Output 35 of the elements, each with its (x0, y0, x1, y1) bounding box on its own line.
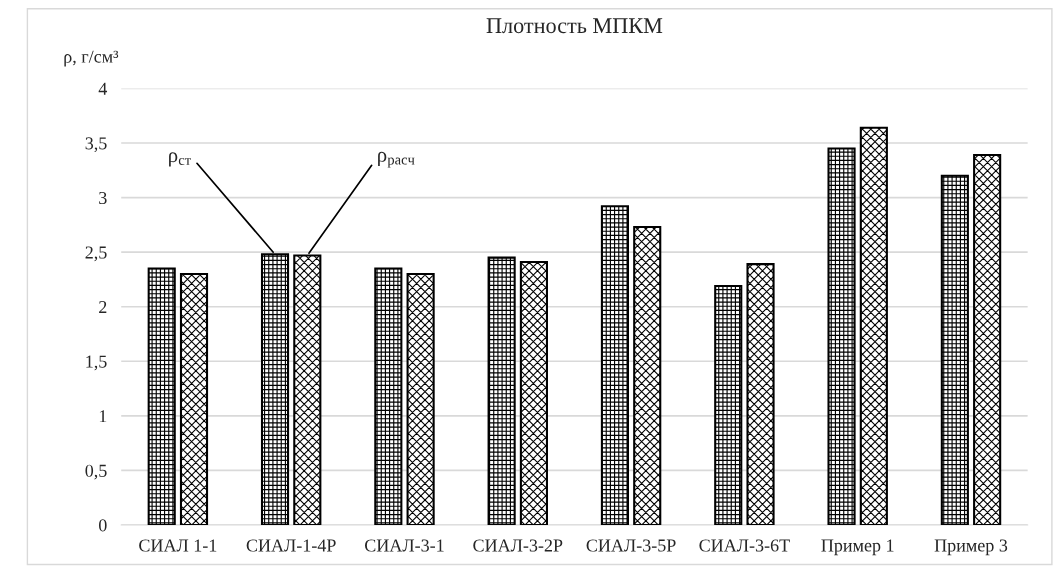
bar (519, 260, 548, 525)
x-tick-label: СИАЛ-1-4Р (246, 539, 336, 552)
bar (487, 256, 516, 525)
y-tick-label: 3,5 (85, 137, 107, 153)
bar (859, 126, 888, 525)
y-tick-label: 2 (99, 301, 107, 313)
bar (940, 174, 969, 525)
chart-title: Плотность МПКМ (486, 18, 663, 34)
y-tick-label: 0 (98, 519, 107, 532)
y-tick-label: 1,5 (86, 355, 107, 371)
bar (827, 147, 856, 525)
bar (600, 205, 630, 525)
bar (147, 267, 176, 525)
x-tick-label: СИАЛ 1-1 (139, 539, 217, 552)
text: ρ$_{расч}$ (378, 151, 415, 168)
bar (179, 272, 209, 525)
y-tick-label: 0,5 (85, 464, 107, 480)
y-tick-label: 3 (99, 191, 107, 205)
y-tick-label: 4 (98, 82, 108, 95)
bar (406, 272, 435, 525)
x-tick-label: Пример 3 (934, 539, 1008, 556)
y-axis-title: ρ, г/см³ (64, 50, 119, 67)
x-tick-label: СИАЛ-3-6Т (699, 539, 790, 552)
bar (714, 284, 743, 525)
bar (633, 226, 662, 525)
x-tick-label: СИАЛ-3-2Р (473, 539, 563, 552)
bar (973, 153, 1002, 525)
bar (746, 263, 775, 525)
y-tick-label: 1 (99, 410, 107, 423)
x-tick-label: Пример 1 (821, 539, 894, 556)
x-tick-label: СИАЛ-3-5Р (586, 539, 676, 552)
x-tick-label: СИАЛ-3-1 (364, 539, 444, 552)
bar (374, 267, 403, 525)
text: ρ$_{ст}$ (169, 152, 191, 167)
y-tick-label: 2,5 (85, 246, 107, 262)
